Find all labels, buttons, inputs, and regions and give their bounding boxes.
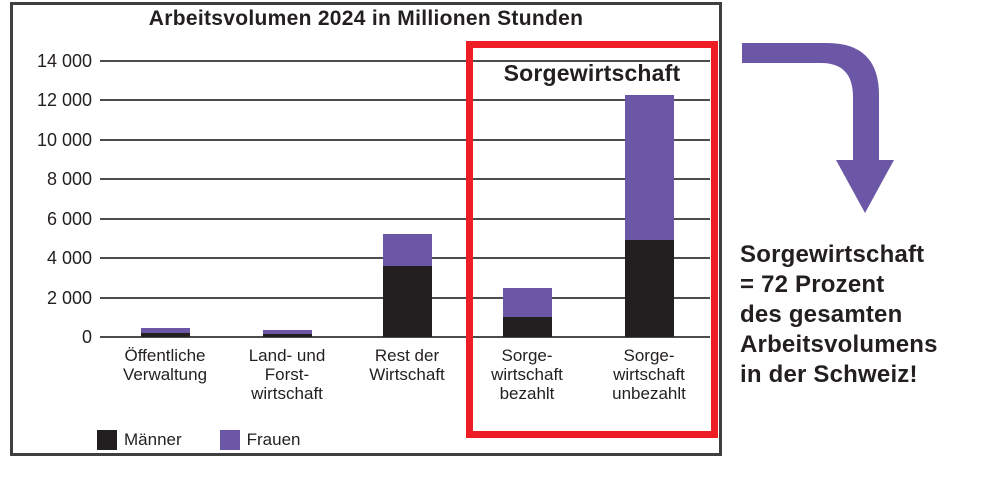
legend: Männer Frauen (97, 430, 301, 450)
bar-segment-männer (262, 334, 312, 337)
x-category-label-line: Rest der (374, 346, 440, 365)
y-tick-label: 14 000 (36, 51, 92, 71)
legend-swatch-maenner (97, 430, 117, 450)
annotation-line: Sorgewirtschaft (740, 241, 925, 268)
chart-frame (10, 2, 722, 456)
x-category-label: Sorge-wirtschaft unbezahlt (584, 346, 714, 403)
x-category-label: Öffentliche Verwaltung (100, 346, 230, 384)
bar-segment-männer (140, 333, 190, 337)
gridline (100, 99, 710, 102)
gridline (100, 60, 710, 62)
highlight-label: Sorgewirtschaft (503, 60, 681, 86)
bar-segment-frauen (262, 330, 312, 335)
x-category-label: Sorge-wirtschaft bezahlt (462, 346, 592, 403)
x-category-label-line: Verwaltung (122, 365, 208, 384)
y-tick-label: 2 000 (46, 287, 92, 308)
bar-segment-frauen (502, 287, 552, 318)
x-category-label-line: Wirtschaft (369, 365, 445, 384)
bar-segment-männer (382, 266, 432, 337)
x-category-label-line: Land- und (248, 346, 326, 365)
bar-segment-frauen (624, 94, 674, 241)
annotation-line: = 72 Prozent (740, 271, 885, 298)
annotation-line: in der Schweiz! (740, 361, 918, 388)
annotation-line: des gesamten (740, 301, 903, 328)
bar-segment-männer (624, 240, 674, 337)
x-category-label-line: Sorge- (623, 346, 675, 365)
x-category-label-line: unbezahlt (612, 384, 686, 403)
legend-item-frauen: Frauen (219, 430, 301, 450)
gridline (100, 138, 710, 141)
bar-segment-frauen (382, 234, 432, 267)
bar-segment-männer (502, 317, 552, 337)
legend-swatch-frauen (219, 430, 240, 450)
x-category-label-line: wirtschaft (251, 384, 323, 403)
y-tick-label: 10 000 (36, 129, 92, 150)
x-category-label: Rest der Wirtschaft (342, 346, 472, 384)
gridline (100, 178, 710, 181)
bar-segment-frauen (140, 328, 190, 334)
legend-label-maenner: Männer (124, 430, 182, 449)
highlight-box (466, 41, 718, 438)
y-tick-label: 4 000 (46, 248, 92, 269)
x-category-label-line: Sorge- (501, 346, 553, 365)
y-tick-label: 0 (81, 327, 92, 347)
gridline (100, 336, 710, 338)
y-tick-label: 8 000 (46, 169, 92, 190)
legend-label-frauen: Frauen (246, 430, 301, 449)
y-tick-label: 12 000 (36, 90, 92, 111)
annotation-text: Sorgewirtschaft = 72 Prozent des gesamte… (740, 240, 938, 390)
x-category-label: Land- und Forst-wirtschaft (222, 346, 352, 403)
legend-item-maenner: Männer (97, 430, 182, 450)
x-category-label-line: wirtschaft (491, 365, 563, 384)
gridline (100, 217, 710, 220)
x-category-label-line: Forst- (264, 365, 310, 384)
x-category-label-line: Öffentliche (124, 346, 206, 365)
annotation-line: Arbeitsvolumens (740, 331, 938, 358)
chart-title: Arbeitsvolumen 2024 in Millionen Stunden (148, 7, 584, 30)
x-category-label-line: bezahlt (499, 384, 555, 403)
x-category-label-line: wirtschaft (613, 365, 685, 384)
y-tick-label: 6 000 (46, 208, 92, 229)
